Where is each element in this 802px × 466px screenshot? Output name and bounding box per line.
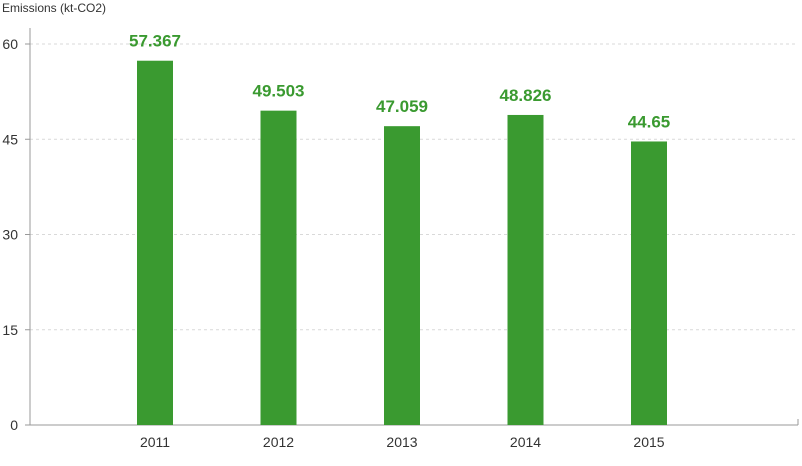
bar-2013: [384, 126, 420, 425]
data-labels: 57.367 49.503 47.059 48.826 44.65: [129, 32, 670, 132]
x-tick-label-2012: 2012: [263, 434, 294, 450]
y-tick-label-45: 45: [2, 131, 18, 147]
data-label-2012: 49.503: [253, 82, 305, 101]
x-tick-label-2015: 2015: [633, 434, 664, 450]
y-tick-label-30: 30: [2, 227, 18, 243]
y-axis-title: Emissions (kt-CO2): [2, 1, 106, 15]
bar-2014: [507, 114, 544, 426]
bar-2011: [137, 60, 173, 426]
x-tick-label-2014: 2014: [510, 434, 541, 450]
y-tick-label-15: 15: [2, 322, 18, 338]
data-label-2015: 44.65: [628, 112, 671, 131]
x-tick-labels: 2011 2012 2013 2014 2015: [140, 434, 665, 450]
bars: [137, 60, 667, 426]
y-tick-labels: 0 15 30 45 60: [2, 36, 18, 433]
data-label-2014: 48.826: [500, 86, 552, 105]
data-label-2011: 57.367: [129, 32, 181, 51]
data-label-2013: 47.059: [376, 97, 428, 116]
x-tick-label-2011: 2011: [140, 434, 170, 450]
x-tick-label-2013: 2013: [386, 434, 417, 450]
y-tick-label-0: 0: [10, 417, 18, 433]
bar-2012: [260, 110, 297, 426]
y-tick-label-60: 60: [2, 36, 18, 52]
bar-2015: [631, 141, 667, 425]
